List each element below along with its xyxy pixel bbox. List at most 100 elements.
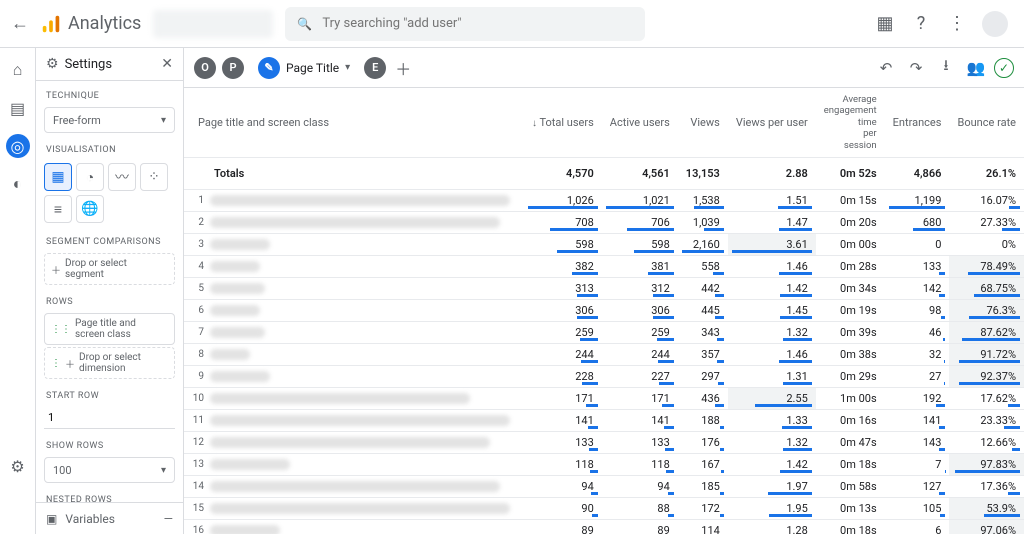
row-index: 11: [184, 409, 210, 431]
rows-dropzone[interactable]: ⋮＋Drop or select dimension: [44, 347, 175, 379]
metric-cell: 442: [678, 277, 728, 299]
search-input[interactable]: [322, 16, 633, 31]
metric-cell: 118: [602, 453, 678, 475]
metric-cell: 97.06%: [949, 519, 1024, 534]
analytics-icon: [40, 13, 62, 35]
help-icon[interactable]: ?: [910, 13, 932, 35]
metric-cell: 0m 15s: [816, 189, 885, 211]
col-header[interactable]: Bounce rate: [949, 88, 1024, 157]
segment-pill-e[interactable]: E: [364, 57, 386, 79]
metric-cell: 0m 18s: [816, 519, 885, 534]
metric-cell: 23.33%: [949, 409, 1024, 431]
download-icon[interactable]: ⭳: [934, 56, 958, 80]
row-name: [210, 233, 524, 255]
metric-cell: 708: [524, 211, 602, 233]
metric-cell: 445: [678, 299, 728, 321]
metric-cell: 0m 38s: [816, 343, 885, 365]
table-row: 92282272971.310m 29s2792.37%: [184, 365, 1024, 387]
variables-bar[interactable]: ▣ Variables —: [36, 502, 183, 534]
rail-reports-icon[interactable]: ▤: [6, 96, 30, 120]
table-row: 121331331761.320m 47s14312.66%: [184, 431, 1024, 453]
col-header[interactable]: Views per user: [728, 88, 816, 157]
chevron-down-icon: ▾: [161, 465, 166, 476]
vis-geo-icon[interactable]: 🌐: [76, 195, 104, 223]
apps-icon[interactable]: ▦: [874, 13, 896, 35]
metric-cell: 1.33: [728, 409, 816, 431]
metric-cell: 0m 28s: [816, 255, 885, 277]
col-header[interactable]: Averageengagementtimepersession: [816, 88, 885, 157]
share-icon[interactable]: 👥: [964, 56, 988, 80]
minimize-icon[interactable]: —: [164, 512, 173, 526]
technique-dropdown[interactable]: Free-form ▾: [44, 107, 175, 133]
settings-close-icon[interactable]: ✕: [161, 56, 173, 72]
table-row: 11,0261,0211,5381.510m 15s1,19916.07%: [184, 189, 1024, 211]
metric-cell: 0m 47s: [816, 431, 885, 453]
row-name: [210, 365, 524, 387]
totals-cell: 0m 52s: [816, 157, 885, 189]
metric-cell: 68.75%: [949, 277, 1024, 299]
chevron-down-icon: ▾: [161, 115, 166, 126]
metric-cell: 32: [885, 343, 950, 365]
metric-cell: 0m 13s: [816, 497, 885, 519]
vis-scatter-icon[interactable]: ⁘: [140, 163, 168, 191]
vis-line-icon[interactable]: 〰: [108, 163, 136, 191]
metric-cell: 1.28: [728, 519, 816, 534]
edit-icon: ✎: [258, 57, 280, 79]
segment-pill-p[interactable]: P: [222, 57, 244, 79]
row-name: [210, 409, 524, 431]
vis-table-icon[interactable]: ▦: [44, 163, 72, 191]
row-index: 3: [184, 233, 210, 255]
metric-cell: 680: [885, 211, 950, 233]
metric-cell: 27: [885, 365, 950, 387]
segment-pill-o[interactable]: O: [194, 57, 216, 79]
undo-icon[interactable]: ↶: [874, 56, 898, 80]
start-row-input[interactable]: [44, 407, 175, 429]
technique-value: Free-form: [53, 114, 101, 127]
account-selector[interactable]: [153, 10, 273, 38]
metric-cell: 343: [678, 321, 728, 343]
metric-cell: 1.46: [728, 343, 816, 365]
rail-explore-icon[interactable]: ◎: [6, 134, 30, 158]
metric-cell: 87.62%: [949, 321, 1024, 343]
col-header-dimension[interactable]: Page title and screen class: [184, 88, 524, 157]
back-button[interactable]: ←: [8, 13, 32, 34]
segment-dropzone[interactable]: ＋Drop or select segment: [44, 253, 175, 285]
rail-admin-icon[interactable]: ⚙: [6, 454, 30, 478]
rail-advertising-icon[interactable]: ◐: [6, 172, 30, 196]
redo-icon[interactable]: ↷: [904, 56, 928, 80]
metric-cell: 1.32: [728, 321, 816, 343]
row-index: 5: [184, 277, 210, 299]
tab-label: Page Title: [286, 61, 339, 75]
more-icon[interactable]: ⋮: [946, 13, 968, 35]
col-header[interactable]: Entrances: [885, 88, 950, 157]
metric-cell: 244: [602, 343, 678, 365]
add-tab-button[interactable]: ＋: [392, 57, 414, 79]
metric-cell: 1,021: [602, 189, 678, 211]
metric-cell: 1,039: [678, 211, 728, 233]
metric-cell: 1,199: [885, 189, 950, 211]
show-rows-dropdown[interactable]: 100▾: [44, 457, 175, 483]
col-header[interactable]: Views: [678, 88, 728, 157]
row-name: [210, 321, 524, 343]
vis-donut-icon[interactable]: ◔: [76, 163, 104, 191]
rail-home-icon[interactable]: ⌂: [6, 58, 30, 82]
metric-cell: 89: [524, 519, 602, 534]
metric-cell: 0%: [949, 233, 1024, 255]
metric-cell: 0m 58s: [816, 475, 885, 497]
search-box[interactable]: 🔍: [285, 7, 645, 41]
table-row: 82442443571.460m 38s3291.72%: [184, 343, 1024, 365]
variables-icon: ▣: [46, 512, 57, 526]
avatar[interactable]: [982, 11, 1008, 37]
row-name: [210, 211, 524, 233]
row-name: [210, 475, 524, 497]
tab-page-title[interactable]: ✎ Page Title ▾: [250, 55, 358, 81]
metric-cell: 3.61: [728, 233, 816, 255]
vis-bar-icon[interactable]: ≡: [44, 195, 72, 223]
product-name: Analytics: [68, 13, 141, 34]
col-header[interactable]: Total users: [524, 88, 602, 157]
metric-cell: 1.47: [728, 211, 816, 233]
rows-dimension-chip[interactable]: ⋮⋮Page title and screen class: [44, 313, 175, 345]
metric-cell: 244: [524, 343, 602, 365]
col-header[interactable]: Active users: [602, 88, 678, 157]
row-name: [210, 519, 524, 534]
